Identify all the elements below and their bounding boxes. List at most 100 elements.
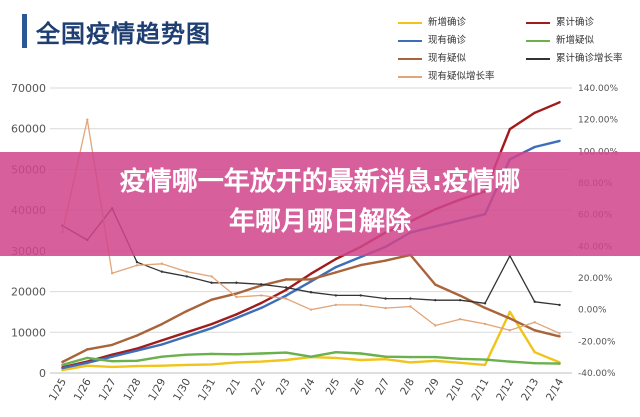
- legend-item-new-suspected: 新增疑似: [526, 32, 594, 46]
- data-point: [334, 257, 338, 261]
- data-point: [483, 363, 487, 367]
- x-tick-label: 1/29: [146, 377, 168, 403]
- data-point: [235, 295, 238, 299]
- data-point: [160, 343, 164, 346]
- data-point: [458, 361, 462, 365]
- data-point: [434, 283, 437, 286]
- data-point: [235, 353, 238, 356]
- data-point: [135, 347, 139, 350]
- data-point: [508, 127, 512, 131]
- data-point: [235, 281, 238, 284]
- x-tick-label: 1/30: [171, 377, 193, 403]
- data-point: [86, 364, 89, 367]
- data-point: [86, 118, 89, 121]
- data-point: [110, 353, 114, 356]
- data-point: [533, 145, 536, 149]
- data-point: [409, 361, 412, 364]
- data-point: [284, 294, 288, 297]
- data-point: [533, 321, 536, 324]
- data-point: [135, 334, 139, 337]
- data-point: [384, 259, 387, 262]
- title-accent-bar: [22, 14, 27, 48]
- data-point: [160, 364, 164, 367]
- x-tick-label: 1/31: [196, 377, 218, 403]
- y-tick-label-left: 60000: [11, 123, 46, 136]
- data-point: [185, 309, 188, 313]
- data-point: [210, 275, 213, 278]
- data-point: [235, 313, 238, 316]
- data-point: [235, 292, 238, 295]
- y-tick-label-right: 140.00%: [578, 84, 618, 94]
- legend-swatch: [526, 21, 550, 24]
- data-point: [260, 283, 263, 286]
- x-tick-label: 2/4: [299, 376, 318, 397]
- data-point: [359, 263, 362, 267]
- data-point: [260, 360, 263, 363]
- data-point: [284, 286, 288, 289]
- data-point: [434, 324, 437, 327]
- data-point: [185, 331, 188, 334]
- data-point: [458, 317, 462, 321]
- data-point: [558, 101, 561, 104]
- data-point: [359, 294, 362, 297]
- y-tick-label-left: 10000: [11, 326, 46, 339]
- data-point: [135, 364, 139, 368]
- legend-item-suspected-growth-rate: 现有疑似增长率: [398, 68, 495, 82]
- legend-swatch: [398, 75, 422, 78]
- data-point: [210, 363, 213, 366]
- x-tick-label: 1/28: [121, 377, 143, 403]
- data-point: [359, 358, 362, 362]
- data-point: [309, 355, 313, 358]
- data-point: [86, 361, 89, 365]
- data-point: [558, 139, 561, 143]
- data-point: [260, 352, 263, 355]
- data-point: [61, 363, 64, 367]
- x-tick-label: 2/10: [445, 377, 467, 403]
- x-tick-label: 1/26: [72, 376, 94, 403]
- data-point: [284, 278, 288, 281]
- data-point: [185, 353, 188, 356]
- y-tick-label-left: 20000: [11, 286, 46, 299]
- y-tick-label-right: -40.00%: [578, 369, 616, 379]
- data-point: [260, 301, 263, 305]
- data-point: [260, 294, 263, 297]
- overlay-banner: [0, 152, 640, 256]
- data-point: [309, 308, 313, 311]
- data-point: [61, 368, 64, 372]
- data-point: [210, 352, 213, 356]
- data-point: [110, 365, 114, 369]
- data-point: [284, 297, 288, 300]
- x-tick-label: 2/3: [274, 377, 293, 398]
- legend-swatch: [526, 39, 550, 42]
- data-point: [309, 278, 313, 281]
- legend-swatch: [398, 21, 422, 24]
- data-point: [160, 270, 164, 273]
- data-point: [334, 351, 338, 354]
- data-point: [558, 335, 561, 338]
- chart-title: 全国疫情趋势图: [36, 20, 211, 48]
- data-point: [359, 352, 362, 355]
- data-point: [135, 260, 139, 264]
- y-tick-label-right: 0.00%: [578, 306, 607, 316]
- x-tick-label: 2/8: [398, 377, 417, 398]
- data-point: [508, 329, 512, 332]
- data-point: [483, 306, 487, 310]
- x-tick-label: 2/14: [544, 376, 566, 403]
- legend-swatch: [526, 57, 550, 60]
- data-point: [110, 272, 114, 275]
- data-point: [86, 348, 89, 351]
- data-point: [284, 288, 288, 292]
- data-point: [160, 322, 164, 326]
- y-tick-label-right: -20.00%: [578, 337, 616, 347]
- data-point: [409, 355, 412, 359]
- data-point: [334, 356, 338, 360]
- data-point: [508, 310, 512, 314]
- data-point: [86, 356, 89, 360]
- legend-swatch: [398, 39, 422, 42]
- x-tick-label: 2/7: [373, 377, 392, 398]
- data-point: [235, 316, 238, 320]
- data-point: [384, 357, 387, 361]
- data-point: [260, 306, 263, 310]
- x-tick-label: 2/5: [324, 377, 343, 398]
